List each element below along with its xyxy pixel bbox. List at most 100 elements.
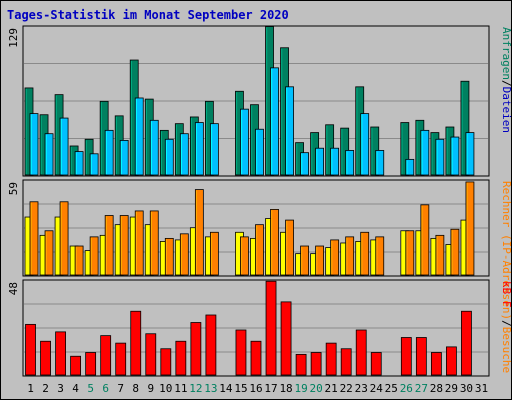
x-tick-label-day-23: 23 <box>355 382 368 395</box>
middle-bar-besuche-day-2 <box>44 230 54 276</box>
middle-bar-besuche-day-9 <box>149 210 159 276</box>
x-tick-label-day-27: 27 <box>415 382 428 395</box>
top-bar-dateien-day-13 <box>209 123 219 176</box>
top-bar-dateien-day-29 <box>450 136 460 176</box>
x-tick-label-day-11: 11 <box>174 382 187 395</box>
middle-bar-besuche-day-30 <box>465 181 475 276</box>
bottom-bar-kb-f-day-23 <box>355 329 367 376</box>
middle-bar-besuche-day-18 <box>285 219 294 276</box>
middle-bar-besuche-day-5 <box>89 236 99 276</box>
legend-middle: Rechner (IP-Adressen)/Besuche <box>500 181 512 373</box>
x-tick-label-day-6: 6 <box>102 382 109 395</box>
bottom-bar-kb-f-day-2 <box>40 340 51 376</box>
x-tick-label-day-25: 25 <box>385 382 398 395</box>
x-tick-label-day-3: 3 <box>57 382 64 395</box>
middle-bar-besuche-day-17 <box>270 209 279 276</box>
x-tick-label-day-4: 4 <box>72 382 79 395</box>
middle-bar-besuche-day-28 <box>435 234 445 276</box>
x-tick-label-day-19: 19 <box>294 382 307 395</box>
top-bar-dateien-day-2 <box>44 133 54 176</box>
x-tick-label-day-15: 15 <box>234 382 247 395</box>
top-bar-dateien-day-3 <box>59 117 69 176</box>
legend-bottom: kB F <box>500 281 512 308</box>
bottom-bar-kb-f-day-15 <box>235 329 247 376</box>
legend-entry: Dateien <box>500 87 512 133</box>
x-tick-label-day-14: 14 <box>219 382 233 395</box>
legend-entry: Anfragen <box>500 27 512 80</box>
x-tick-label-day-13: 13 <box>204 382 217 395</box>
top-bar-dateien-day-21 <box>330 147 340 176</box>
top-bar-dateien-day-5 <box>89 153 99 176</box>
top-bar-dateien-day-6 <box>104 129 114 176</box>
legend-entry: (IP-Adressen) <box>500 227 512 320</box>
middle-bar-besuche-day-12 <box>194 189 204 276</box>
x-tick-label-day-26: 26 <box>400 382 413 395</box>
top-bar-dateien-day-20 <box>315 147 325 176</box>
bottom-bar-kb-f-day-18 <box>280 301 292 376</box>
bottom-bar-kb-f-day-29 <box>446 346 457 376</box>
top-bar-dateien-day-4 <box>74 151 84 176</box>
top-bar-dateien-day-10 <box>164 138 174 176</box>
top-bar-dateien-day-1 <box>29 113 39 176</box>
middle-bar-besuche-day-27 <box>420 204 430 276</box>
middle-bar-besuche-day-10 <box>164 237 174 276</box>
top-bar-dateien-day-26 <box>405 158 415 176</box>
bottom-bar-kb-f-day-27 <box>415 337 427 376</box>
top-bar-dateien-day-28 <box>435 138 445 176</box>
bottom-bar-kb-f-day-22 <box>340 348 352 376</box>
legend-top: Anfragen/Dateien <box>500 27 512 133</box>
middle-bar-besuche-day-3 <box>59 201 69 276</box>
top-bar-dateien-day-22 <box>345 150 355 176</box>
bottom-bar-kb-f-day-16 <box>250 340 262 376</box>
middle-bar-besuche-day-22 <box>345 236 355 276</box>
middle-bar-besuche-day-11 <box>179 233 189 276</box>
x-tick-label-day-16: 16 <box>249 382 262 395</box>
middle-bar-besuche-day-6 <box>104 215 114 276</box>
top-bar-dateien-day-16 <box>255 128 264 176</box>
top-bar-anfragen-day-30 <box>460 80 470 176</box>
x-tick-label-day-9: 9 <box>147 382 154 395</box>
bottom-bar-kb-f-day-21 <box>325 342 337 376</box>
bottom-bar-kb-f-day-4 <box>70 355 82 376</box>
top-bar-dateien-day-24 <box>375 150 385 176</box>
x-tick-label-day-31: 31 <box>475 382 488 395</box>
bottom-bar-kb-f-day-20 <box>310 352 322 376</box>
middle-bar-besuche-day-23 <box>360 231 370 276</box>
x-tick-label-day-22: 22 <box>340 382 353 395</box>
bottom-bar-kb-f-day-10 <box>160 348 172 376</box>
bottom-bar-kb-f-day-6 <box>100 335 112 376</box>
x-tick-label-day-8: 8 <box>132 382 139 395</box>
middle-bar-besuche-day-16 <box>255 224 264 276</box>
y-max-label-top: 129 <box>7 28 20 48</box>
top-bar-dateien-day-19 <box>300 152 309 176</box>
x-tick-label-day-30: 30 <box>460 382 473 395</box>
bottom-bar-kb-f-day-9 <box>145 333 157 376</box>
x-tick-label-day-24: 24 <box>370 382 384 395</box>
middle-bar-besuche-day-7 <box>119 215 129 276</box>
top-bar-dateien-day-8 <box>134 97 144 176</box>
bottom-bar-kb-f-day-19 <box>295 353 307 376</box>
x-tick-label-day-21: 21 <box>325 382 338 395</box>
bottom-bar-kb-f-day-3 <box>55 331 66 376</box>
legend-entry: / <box>500 80 512 87</box>
top-bar-dateien-day-27 <box>420 129 430 176</box>
top-bar-dateien-day-23 <box>360 113 370 176</box>
middle-bar-besuche-day-21 <box>330 239 340 276</box>
middle-bar-besuche-day-8 <box>134 210 144 276</box>
x-tick-label-day-18: 18 <box>279 382 292 395</box>
bottom-bar-kb-f-day-7 <box>115 342 127 376</box>
x-tick-label-day-10: 10 <box>159 382 172 395</box>
middle-bar-besuche-day-1 <box>29 201 39 276</box>
top-bar-dateien-day-9 <box>149 119 159 176</box>
bottom-bar-kb-f-day-13 <box>205 314 217 376</box>
x-tick-label-day-29: 29 <box>445 382 458 395</box>
x-tick-label-day-17: 17 <box>264 382 277 395</box>
legend-entry: Rechner <box>500 181 512 228</box>
legend-entry: / <box>500 320 512 327</box>
bottom-bar-kb-f-day-26 <box>400 337 412 376</box>
x-tick-label-day-7: 7 <box>117 382 124 395</box>
bottom-bar-kb-f-day-28 <box>430 352 442 376</box>
bottom-bar-kb-f-day-8 <box>130 310 142 376</box>
y-max-label-bottom: 48 <box>7 282 20 295</box>
